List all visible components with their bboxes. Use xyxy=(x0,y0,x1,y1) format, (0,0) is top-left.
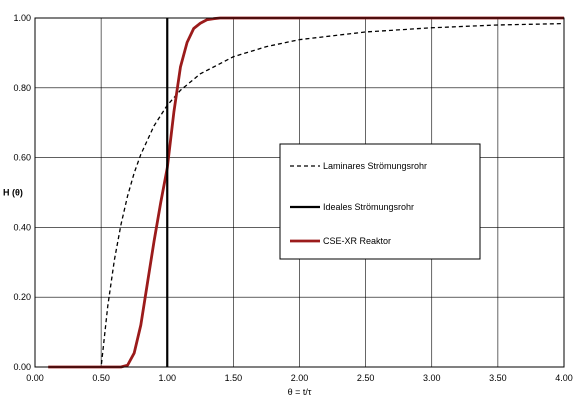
y-tick-label: 0.00 xyxy=(13,362,31,372)
y-tick-label: 0.40 xyxy=(13,222,31,232)
y-axis-label: H (θ) xyxy=(3,188,23,198)
x-tick-label: 3.00 xyxy=(423,373,441,383)
plot-border xyxy=(34,17,565,368)
y-tick-label: 0.60 xyxy=(13,153,31,163)
x-tick-label: 3.50 xyxy=(489,373,507,383)
x-axis-label: θ = t/τ xyxy=(288,387,312,397)
y-tick-label: 0.80 xyxy=(13,83,31,93)
legend-label: CSE-XR Reaktor xyxy=(323,236,391,246)
legend-label: Ideales Strömungsrohr xyxy=(323,202,414,212)
x-tick-label: 0.00 xyxy=(26,373,44,383)
x-tick-label: 0.50 xyxy=(92,373,110,383)
legend-label: Laminares Strömungsrohr xyxy=(323,161,427,171)
y-tick-labels: 0.00 0.20 0.40 0.60 0.80 1.00 xyxy=(13,13,31,372)
x-tick-labels: 0.00 0.50 1.00 1.50 2.00 2.50 3.00 3.50 4.00 xyxy=(26,373,573,383)
legend: Laminares Strömungsrohr Ideales Strömungs… xyxy=(279,143,481,260)
x-tick-label: 1.00 xyxy=(158,373,176,383)
x-tick-label: 1.50 xyxy=(225,373,243,383)
y-tick-label: 0.20 xyxy=(13,292,31,302)
x-tick-label: 2.50 xyxy=(357,373,375,383)
x-tick-label: 4.00 xyxy=(555,373,573,383)
y-tick-label: 1.00 xyxy=(13,13,31,23)
x-tick-label: 2.00 xyxy=(291,373,309,383)
